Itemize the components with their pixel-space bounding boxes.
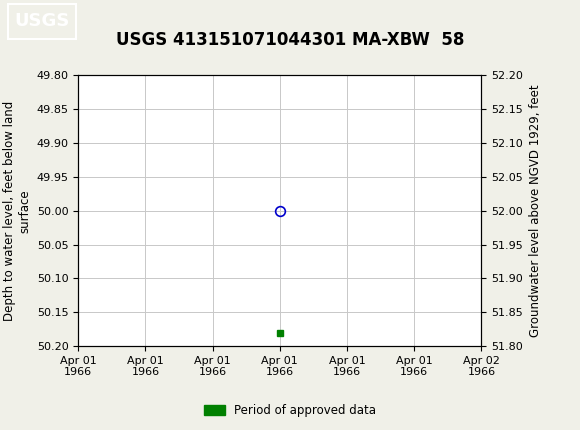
Legend: Period of approved data: Period of approved data [199, 399, 381, 422]
Y-axis label: Depth to water level, feet below land
surface: Depth to water level, feet below land su… [3, 101, 31, 321]
Text: USGS 413151071044301 MA-XBW  58: USGS 413151071044301 MA-XBW 58 [116, 31, 464, 49]
Bar [8, 4, 76, 39]
Y-axis label: Groundwater level above NGVD 1929, feet: Groundwater level above NGVD 1929, feet [528, 84, 542, 337]
Text: USGS: USGS [14, 12, 70, 31]
